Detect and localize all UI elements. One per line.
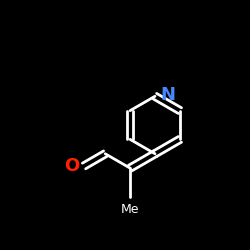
- Text: O: O: [64, 157, 80, 175]
- Text: Me: Me: [121, 203, 139, 216]
- Text: N: N: [160, 86, 176, 104]
